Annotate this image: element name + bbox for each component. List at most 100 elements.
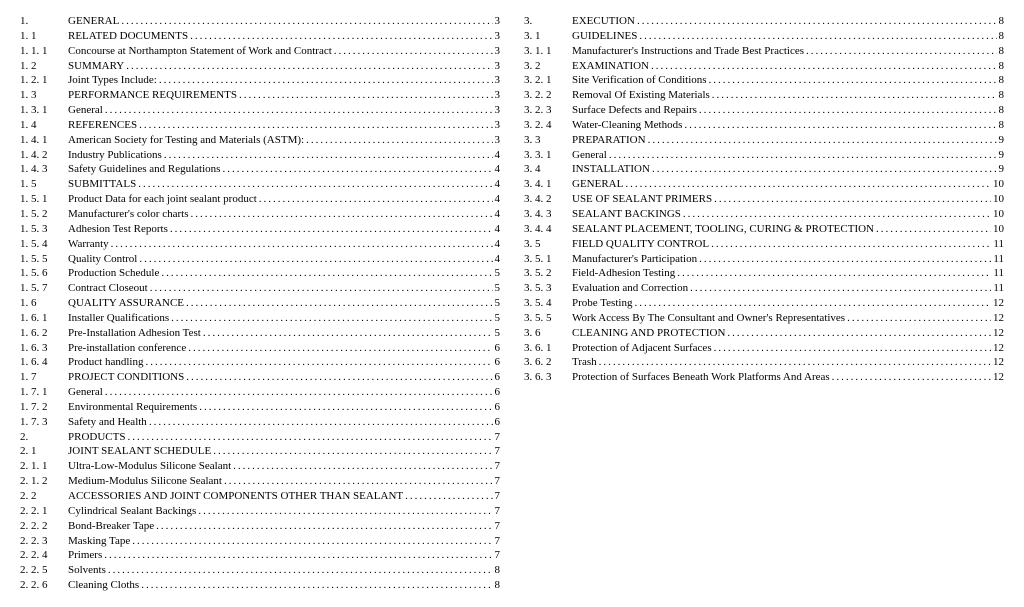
toc-title: Site Verification of Conditions	[572, 73, 709, 88]
toc-title: Pre-Installation Adhesion Test	[68, 326, 203, 341]
toc-leader-dots	[139, 252, 492, 267]
toc-page: 8	[997, 88, 1005, 103]
toc-title: JOINT SEALANT SCHEDULE	[68, 444, 213, 459]
toc-number: 3. 5. 1	[524, 252, 572, 267]
toc-title: PERFORMANCE REQUIREMENTS	[68, 88, 239, 103]
toc-row: 3. 5. 2Field-Adhesion Testing11	[524, 266, 1004, 281]
toc-number: 1. 4	[20, 118, 68, 133]
toc-title: Field-Adhesion Testing	[572, 266, 677, 281]
toc-title: Water-Cleaning Methods	[572, 118, 684, 133]
toc-row: 3. 5. 1Manufacturer's Participation11	[524, 252, 1004, 267]
toc-number: 1. 6. 1	[20, 311, 68, 326]
toc-number: 1. 2. 1	[20, 73, 68, 88]
toc-leader-dots	[709, 73, 997, 88]
toc-number: 1. 7. 1	[20, 385, 68, 400]
toc-page: 10	[991, 222, 1004, 237]
toc-number: 1. 3. 1	[20, 103, 68, 118]
toc-leader-dots	[714, 341, 991, 356]
toc-title: American Society for Testing and Materia…	[68, 133, 306, 148]
toc-number: 3. 4. 4	[524, 222, 572, 237]
toc-row: 1. 6. 3Pre-installation conference6	[20, 341, 500, 356]
toc-title: EXAMINATION	[572, 59, 651, 74]
toc-row: 3. 4. 3SEALANT BACKINGS10	[524, 207, 1004, 222]
toc-title: CLEANING AND PROTECTION	[572, 326, 727, 341]
toc-leader-dots	[711, 237, 991, 252]
toc-page: 8	[997, 14, 1005, 29]
toc-number: 1. 6	[20, 296, 68, 311]
toc-page: 5	[493, 296, 501, 311]
toc-leader-dots	[186, 370, 492, 385]
toc-title: Removal Of Existing Materials	[572, 88, 712, 103]
toc-row: 3. 4. 4SEALANT PLACEMENT, TOOLING, CURIN…	[524, 222, 1004, 237]
toc-page: 8	[997, 29, 1005, 44]
toc-title: EXECUTION	[572, 14, 637, 29]
toc-number: 1. 1	[20, 29, 68, 44]
toc-page: 6	[493, 370, 501, 385]
toc-page: 7	[493, 548, 501, 563]
toc-page: 8	[493, 563, 501, 578]
toc-page: 4	[493, 237, 501, 252]
toc-title: PRODUCTS	[68, 430, 127, 445]
toc-column-left: 1.GENERAL31. 1RELATED DOCUMENTS31. 1. 1C…	[20, 14, 500, 593]
toc-leader-dots	[199, 400, 492, 415]
toc-row: 1. 4. 3Safety Guidelines and Regulations…	[20, 162, 500, 177]
toc-number: 3. 5. 3	[524, 281, 572, 296]
toc-row: 1. 6QUALITY ASSURANCE5	[20, 296, 500, 311]
toc-leader-dots	[127, 430, 492, 445]
toc-title: Manufacturer's Participation	[572, 252, 699, 267]
toc-title: Protection of Adjacent Surfaces	[572, 341, 714, 356]
toc-number: 2. 2. 5	[20, 563, 68, 578]
toc-number: 1. 5. 5	[20, 252, 68, 267]
toc-row: 1. 7PROJECT CONDITIONS6	[20, 370, 500, 385]
toc-leader-dots	[652, 162, 997, 177]
toc-leader-dots	[108, 563, 493, 578]
toc-page: 7	[493, 489, 501, 504]
toc-number: 3. 1. 1	[524, 44, 572, 59]
toc-row: 3. 2. 3Surface Defects and Repairs8	[524, 103, 1004, 118]
toc-number: 1. 7. 3	[20, 415, 68, 430]
toc-leader-dots	[190, 29, 492, 44]
toc-page: 7	[493, 519, 501, 534]
toc-title: Concourse at Northampton Statement of Wo…	[68, 44, 334, 59]
toc-title: SUBMITTALS	[68, 177, 138, 192]
toc-number: 1. 4. 1	[20, 133, 68, 148]
toc-row: 1. 5. 5Quality Control4	[20, 252, 500, 267]
toc-row: 3. 6. 2Trash12	[524, 355, 1004, 370]
toc-title: Joint Types Include:	[68, 73, 159, 88]
toc-leader-dots	[150, 281, 493, 296]
toc-number: 2. 2. 3	[20, 534, 68, 549]
toc-row: 2. 2. 2Bond-Breaker Tape7	[20, 519, 500, 534]
toc-title: Pre-installation conference	[68, 341, 188, 356]
toc-page: 6	[493, 341, 501, 356]
toc-row: 1. 7. 2Environmental Requirements6	[20, 400, 500, 415]
toc-leader-dots	[222, 162, 492, 177]
toc-leader-dots	[156, 519, 492, 534]
toc-number: 3. 5. 4	[524, 296, 572, 311]
toc-row: 3. 3. 1General9	[524, 148, 1004, 163]
toc-leader-dots	[684, 118, 996, 133]
toc-leader-dots	[699, 252, 991, 267]
toc-leader-dots	[105, 103, 493, 118]
toc-title: Contract Closeout	[68, 281, 150, 296]
toc-row: 2. 2. 6Cleaning Cloths8	[20, 578, 500, 593]
toc-leader-dots	[132, 534, 492, 549]
toc-leader-dots	[164, 148, 493, 163]
toc-number: 3. 2. 2	[524, 88, 572, 103]
toc-title: Probe Testing	[572, 296, 634, 311]
toc-column-right: 3.EXECUTION83. 1GUIDELINES83. 1. 1Manufa…	[524, 14, 1004, 593]
toc-leader-dots	[190, 207, 492, 222]
toc-number: 2. 2. 1	[20, 504, 68, 519]
toc-title: FIELD QUALITY CONTROL	[572, 237, 711, 252]
toc-number: 3. 4. 2	[524, 192, 572, 207]
toc-title: USE OF SEALANT PRIMERS	[572, 192, 714, 207]
toc-row: 1. 1. 1Concourse at Northampton Statemen…	[20, 44, 500, 59]
toc-leader-dots	[239, 88, 493, 103]
toc-row: 3. 5FIELD QUALITY CONTROL11	[524, 237, 1004, 252]
toc-leader-dots	[198, 504, 492, 519]
toc-number: 1. 1. 1	[20, 44, 68, 59]
toc-title: INSTALLATION	[572, 162, 652, 177]
toc-title: Cylindrical Sealant Backings	[68, 504, 198, 519]
toc-page: 7	[493, 534, 501, 549]
toc-leader-dots	[145, 355, 492, 370]
toc-row: 1. 4. 2Industry Publications4	[20, 148, 500, 163]
